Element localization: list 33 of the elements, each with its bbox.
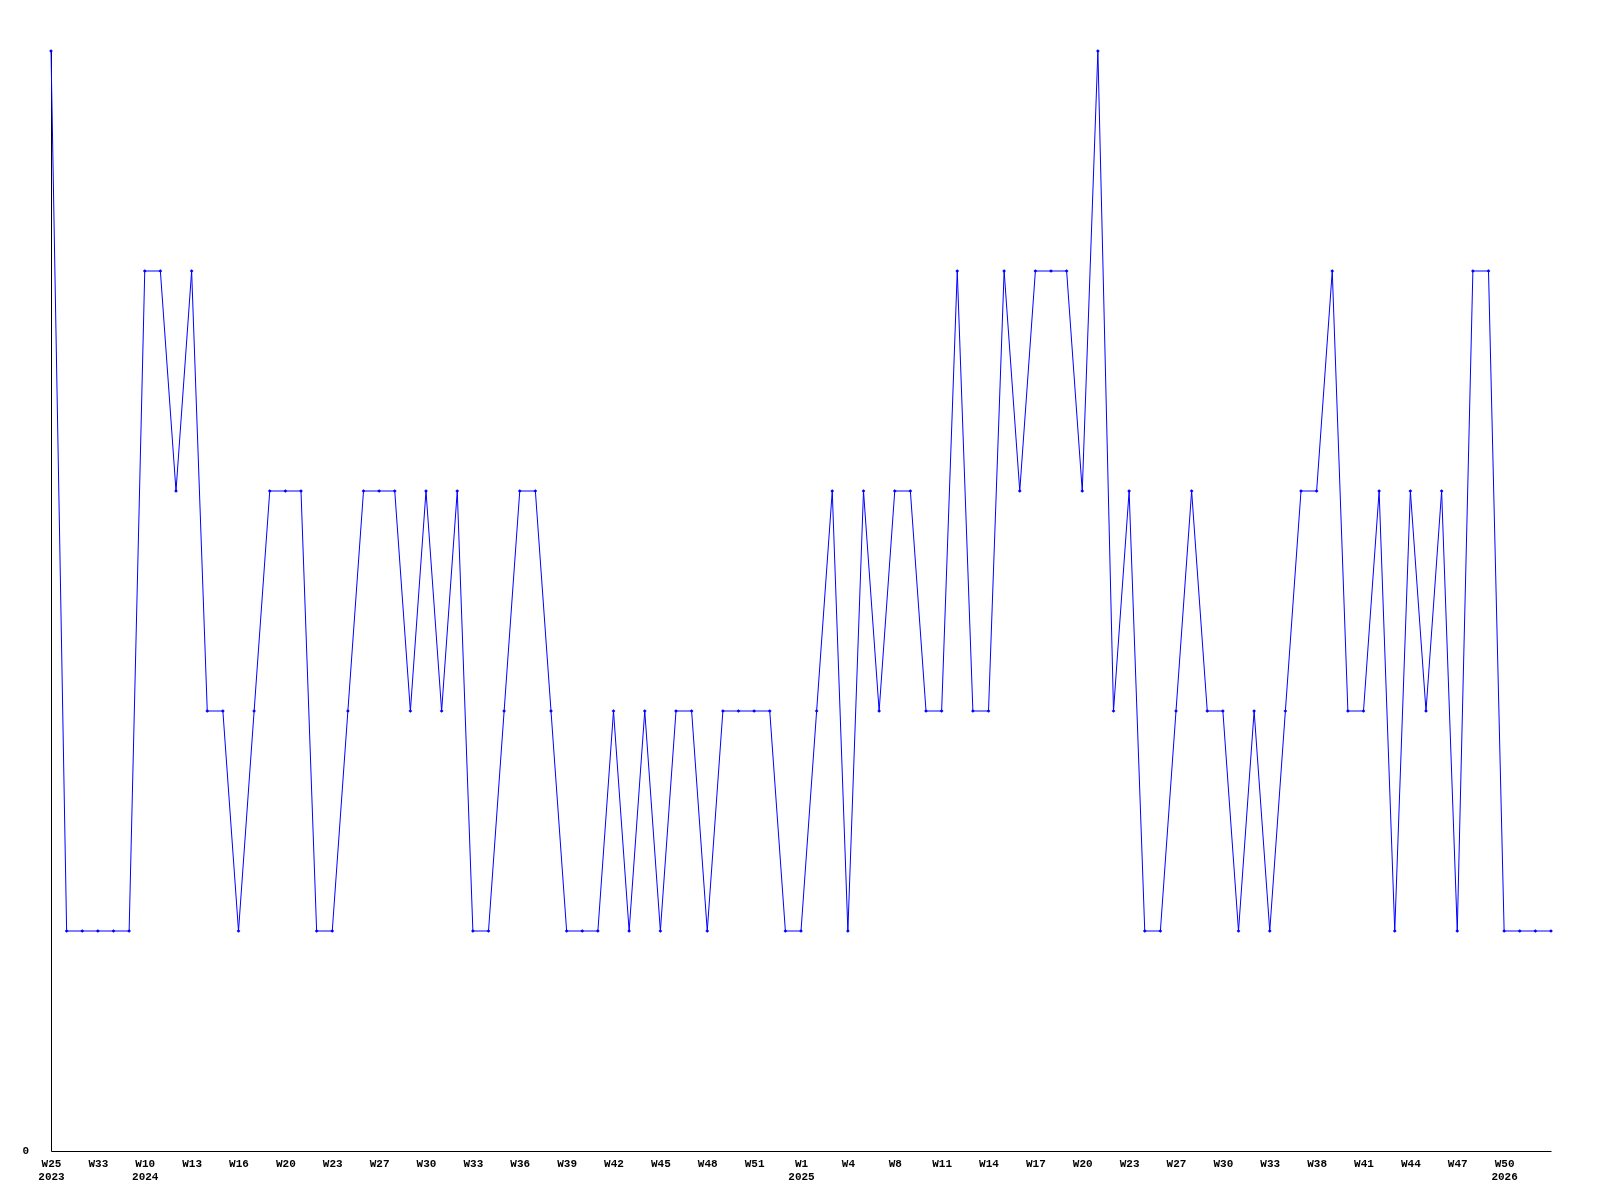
x-tick-label: W42 xyxy=(604,1157,624,1170)
x-tick-label: W30 xyxy=(1213,1157,1234,1170)
x-tick-label: W20 xyxy=(1072,1157,1093,1170)
text: 0 xyxy=(22,1145,29,1157)
x-tick-label: W51 xyxy=(744,1157,765,1170)
x-tick-label: W27 xyxy=(1166,1157,1187,1170)
x-tick-label: W23 xyxy=(322,1157,344,1170)
x-tick-label: W4 xyxy=(841,1157,856,1170)
x-tick-label: W41 xyxy=(1354,1157,1375,1170)
x-tick-label: W36 xyxy=(510,1157,531,1170)
x-tick-label: W27 xyxy=(369,1157,390,1170)
x-tick-label: W14 xyxy=(979,1157,1000,1170)
x-tick-label: W45 xyxy=(650,1157,672,1170)
x-tick-label: W33 xyxy=(463,1157,484,1170)
x-tick-label: W38 xyxy=(1307,1157,1328,1170)
x-tick-label: W11 xyxy=(932,1157,953,1170)
x-tick-label: W30 xyxy=(416,1157,437,1170)
x-tick-label: W44 xyxy=(1400,1157,1422,1170)
x-tick-label: W1 2025 xyxy=(788,1157,816,1183)
x-tick-label: W33 xyxy=(1260,1157,1281,1170)
x-tick-label: W39 xyxy=(557,1157,578,1170)
x-tick-label: W8 xyxy=(888,1157,903,1170)
x-tick-label: W20 xyxy=(275,1157,296,1170)
x-tick-label: W25 2023 xyxy=(38,1157,66,1183)
x-tick-label: W10 2024 xyxy=(132,1157,159,1183)
x-tick-label: W47 xyxy=(1447,1157,1468,1170)
x-tick-label: W50 2026 xyxy=(1491,1157,1518,1183)
x-tick-label: W17 xyxy=(1025,1157,1046,1170)
x-tick-label: W33 xyxy=(88,1157,109,1170)
x-tick-label: W13 xyxy=(182,1157,203,1170)
x-tick-label: W48 xyxy=(697,1157,719,1170)
x-tick-label: W23 xyxy=(1119,1157,1140,1170)
x-tick-label: W16 xyxy=(229,1157,249,1170)
